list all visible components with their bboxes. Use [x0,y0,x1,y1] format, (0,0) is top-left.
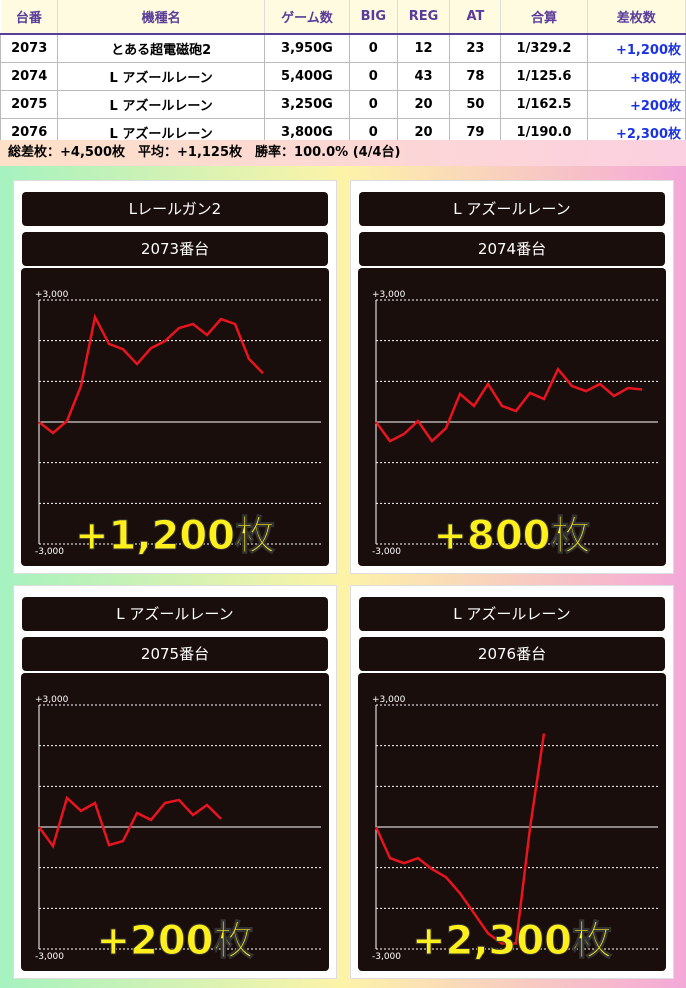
result-label: +200枚 [96,918,254,965]
result-label: +1,200枚 [74,513,276,560]
cell: 0 [348,62,398,91]
cell: とある超電磁砲2 [57,33,265,63]
chart: +3,000 -3,000 [21,673,329,971]
cell: L アズールレーン [57,62,265,91]
cell: 2074 [0,62,59,91]
machine-name: L アズールレーン [359,597,665,631]
y-tick-label: +3,000 [35,290,69,300]
panel: Lレールガン2 2073番台 +3,000 -3,000 +1,200枚 [13,180,337,574]
cell: 1/162.5 [500,90,588,119]
line [37,795,222,849]
unit-label: 2073番台 [22,232,328,266]
chart-bg [358,268,666,566]
cell: 3,250G [263,90,350,119]
cell: +1,200枚 [586,33,686,63]
cell: 20 [396,90,451,119]
unit-label: 2075番台 [22,637,328,671]
cell: 23 [449,33,502,63]
summary: 総差枚：+4,500枚 平均：+1,125枚 勝率：100.0% (4/4台) [0,140,686,166]
cell: 2075 [0,90,59,119]
row: 2073 とある超電磁砲2 3,950G 0 12 23 1/329.2 +1,200枚 [0,33,686,63]
cell: 0 [348,90,398,119]
unit-label: 2074番台 [359,232,665,266]
chart: +3,000 -3,000 [358,673,666,971]
line [38,313,264,435]
panel: L アズールレーン 2075番台 +3,000 -3,000 +200枚 [13,585,337,979]
machine-name: L アズールレーン [359,192,665,226]
header-cell: ゲーム数 [264,0,350,35]
cell: 1/329.2 [500,33,588,63]
line [374,733,546,945]
cell: L アズールレーン [57,90,265,119]
machine-name: Lレールガン2 [22,192,328,226]
machine-name: L アズールレーン [22,597,328,631]
header-cell: BIG [349,0,398,35]
row: 2075 L アズールレーン 3,250G 0 20 50 1/162.5 +200枚 [0,90,686,119]
header-cell: 差枚数 [587,0,686,35]
y-tick-label: -3,000 [372,547,401,557]
chart-bg [358,673,666,971]
header-cell: 台番 [0,0,59,35]
chart: +3,000 -3,000 [21,268,329,566]
cell: 43 [396,62,451,91]
y-tick-label: +3,000 [35,695,69,705]
chart: +3,000 -3,000 [358,268,666,566]
result-label: +800枚 [433,513,591,560]
cell: 5,400G [263,62,350,91]
cell: 78 [449,62,502,91]
y-tick-label: -3,000 [372,952,401,962]
cell: 12 [396,33,451,63]
chart-bg [21,673,329,971]
row: 2074 L アズールレーン 5,400G 0 43 78 1/125.6 +800枚 [0,62,686,91]
cell: +800枚 [586,62,686,91]
cell: 2073 [0,33,59,63]
header-cell: 機種名 [57,0,265,35]
cell: +200枚 [586,90,686,119]
cell: 1/125.6 [500,62,588,91]
panel: L アズールレーン 2076番台 +3,000 -3,000 +2,300枚 [350,585,674,979]
line [374,366,643,444]
cell: 0 [348,33,398,63]
cell: 3,950G [263,33,350,63]
header-cell: REG [397,0,451,35]
header-cell: 合算 [500,0,588,35]
unit-label: 2076番台 [359,637,665,671]
y-tick-label: +3,000 [372,290,406,300]
table: 台番 機種名 ゲーム数 BIG REG AT 合算 差枚数 2073 とある超電磁砲2 3,950G… [0,0,686,147]
result-label: +2,300枚 [411,918,613,965]
chart-bg [21,268,329,566]
y-tick-label: -3,000 [35,547,64,557]
y-tick-label: +3,000 [372,695,406,705]
header-cell: AT [449,0,502,35]
panel: L アズールレーン 2074番台 +3,000 -3,000 +800枚 [350,180,674,574]
y-tick-label: -3,000 [35,952,64,962]
cell: 50 [449,90,502,119]
